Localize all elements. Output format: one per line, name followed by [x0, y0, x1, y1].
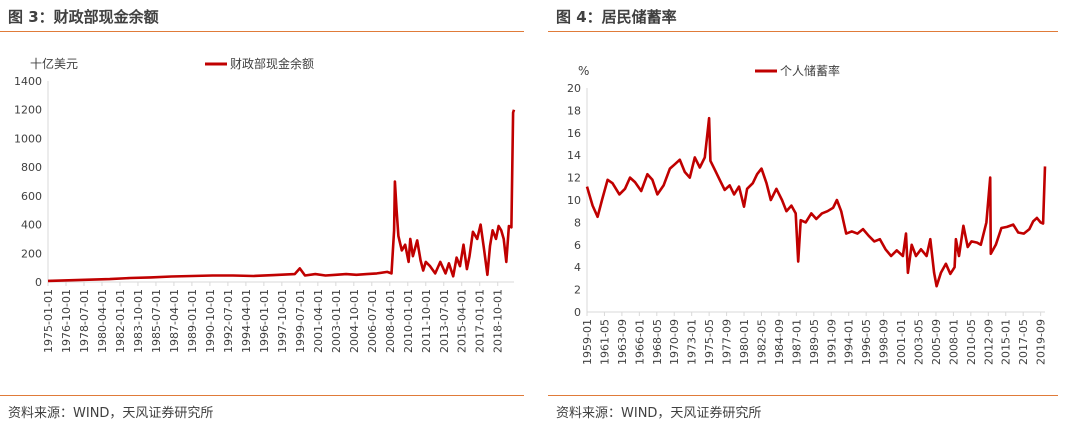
y-tick-label: 0 [35, 276, 42, 289]
figure-panel-treasury-cash: 图 3：财政部现金余额 十亿美元 0 200 400 600 800 1000 1200 140… [0, 0, 524, 432]
x-tick-label: 2012-09 [982, 319, 995, 365]
y-tick-label: 20 [567, 82, 581, 95]
y-tick-label: 18 [567, 104, 581, 117]
y-tick-label: 600 [21, 190, 42, 203]
x-tick-label: 2008-04-01 [384, 289, 397, 353]
bottom-divider [548, 395, 1058, 396]
x-tick-label: 1977-09 [721, 319, 734, 365]
y-tick-label: 2 [574, 284, 581, 297]
series-line [585, 116, 1047, 288]
legend-label: 财政部现金余额 [230, 56, 314, 71]
x-tick-label: 1998-09 [878, 319, 891, 365]
x-tick-label: 1997-10-01 [276, 289, 289, 353]
x-tick-label: 2003-05 [913, 319, 926, 365]
x-tick-label: 1963-09 [616, 319, 629, 365]
y-tick-label: 4 [574, 261, 581, 274]
x-tick-label: 1980-01 [738, 319, 751, 365]
y-tick-label: 16 [567, 127, 581, 140]
legend-label: 个人储蓄率 [780, 63, 840, 78]
x-tick-label: 2018-10-01 [492, 289, 505, 353]
savings-rate-chart: % 0 2 4 6 8 10 12 14 16 18 20 1959-01 1961-05 1963-09 1… [567, 63, 1048, 365]
x-tick-label: 2003-01-01 [330, 289, 343, 353]
x-tick-label: 2001-01 [895, 319, 908, 365]
y-tick-label: 10 [567, 194, 581, 207]
y-tick-label: 0 [574, 306, 581, 319]
x-tick-label: 1983-10-01 [132, 289, 145, 353]
x-tick-label: 1982-05 [755, 319, 768, 365]
y-tick-label: 1000 [14, 132, 42, 145]
x-tick-label: 2001-04-01 [312, 289, 325, 353]
x-tick-label: 1978-07-01 [78, 289, 91, 353]
x-tick-label: 2015-04-01 [456, 289, 469, 353]
x-tick-label: 1975-01-01 [42, 289, 55, 353]
x-tick-label: 1970-09 [668, 319, 681, 365]
x-tick-label: 2015-01 [1000, 319, 1013, 365]
x-tick-label: 2008-01 [947, 319, 960, 365]
x-tick-label: 1990-10-01 [204, 289, 217, 353]
x-tick-label: 1987-01 [790, 319, 803, 365]
y-tick-label: 12 [567, 172, 581, 185]
x-tick-label: 1991-09 [825, 319, 838, 365]
x-tick-label: 1959-01 [581, 319, 594, 365]
x-tick-label: 1996-01-01 [258, 289, 271, 353]
treasury-cash-chart: 十亿美元 0 200 400 600 800 1000 1200 1400 1975-01-01 1… [14, 56, 516, 353]
x-tick-label: 1984-09 [773, 319, 786, 365]
x-tick-label: 1975-05 [703, 319, 716, 365]
series-line [47, 109, 516, 283]
x-tick-label: 1996-05 [860, 319, 873, 365]
x-tick-label: 1987-04-01 [168, 289, 181, 353]
x-tick-label: 1973-01 [686, 319, 699, 365]
x-tick-label: 2017-05 [1017, 319, 1030, 365]
source-note: 资料来源：WIND，天风证券研究所 [8, 406, 214, 421]
y-tick-label: 8 [574, 216, 581, 229]
x-tick-label: 1989-01-01 [186, 289, 199, 353]
x-tick-label: 1976-10-01 [60, 289, 73, 353]
y-tick-label: 800 [21, 161, 42, 174]
source-note: 资料来源：WIND，天风证券研究所 [556, 406, 762, 421]
top-divider [0, 31, 524, 32]
x-tick-label: 1982-01-01 [114, 289, 127, 353]
y-tick-label: 1400 [14, 75, 42, 88]
y-tick-label: 6 [574, 239, 581, 252]
x-tick-label: 1980-04-01 [96, 289, 109, 353]
figure-title: 图 3：财政部现金余额 [8, 8, 159, 26]
x-tick-label: 2013-07-01 [438, 289, 451, 353]
x-tick-label: 2019-09 [1035, 319, 1048, 365]
x-tick-label: 2004-10-01 [348, 289, 361, 353]
x-tick-label: 1989-05 [808, 319, 821, 365]
y-tick-label: 400 [21, 219, 42, 232]
y-tick-label: 14 [567, 149, 581, 162]
x-tick-label: 1961-05 [598, 319, 611, 365]
x-tick-label: 2006-07-01 [366, 289, 379, 353]
top-divider [548, 31, 1058, 32]
bottom-divider [0, 395, 524, 396]
x-tick-label: 2010-05 [965, 319, 978, 365]
x-tick-label: 1985-07-01 [150, 289, 163, 353]
x-tick-label: 1994-04-01 [240, 289, 253, 353]
y-axis-unit-label: % [578, 64, 589, 78]
y-tick-label: 200 [21, 247, 42, 260]
x-tick-label: 1994-01 [843, 319, 856, 365]
x-tick-label: 1999-07-01 [294, 289, 307, 353]
x-tick-label: 1966-01 [633, 319, 646, 365]
x-tick-label: 2011-10-01 [420, 289, 433, 353]
x-tick-label: 2017-01-01 [474, 289, 487, 353]
y-axis-unit-label: 十亿美元 [30, 56, 78, 71]
y-tick-label: 1200 [14, 104, 42, 117]
x-tick-label: 2005-09 [930, 319, 943, 365]
figure-panel-savings-rate: 图 4：居民储蓄率 % 0 2 4 6 8 10 12 14 16 18 20 1959-01 1961-… [548, 0, 1058, 432]
x-tick-label: 2010-01-01 [402, 289, 415, 353]
x-tick-label: 1992-07-01 [222, 289, 235, 353]
figure-title: 图 4：居民储蓄率 [556, 8, 677, 26]
x-tick-label: 1968-05 [651, 319, 664, 365]
